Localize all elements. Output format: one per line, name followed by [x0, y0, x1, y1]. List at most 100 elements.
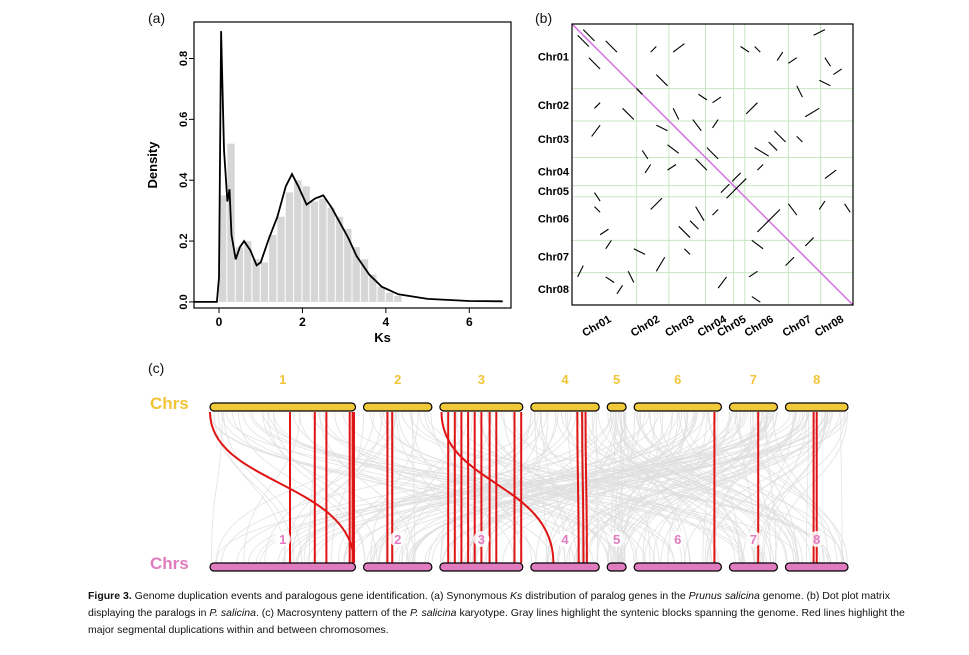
bottom-chromosome-number: 8	[813, 532, 820, 547]
paralog-segment	[813, 29, 826, 36]
row-label-chr03: Chr03	[538, 134, 569, 146]
paralog-segment	[692, 119, 702, 132]
bottom-chromosome-bar	[530, 562, 600, 572]
paralog-segment	[787, 203, 798, 216]
row-label-chr06: Chr06	[538, 214, 569, 226]
row-label-chr02: Chr02	[538, 100, 569, 112]
caption-italic-ks: Ks	[510, 590, 523, 602]
bottom-chromosome-bar	[362, 562, 433, 572]
y-tick-label: 0.4	[178, 172, 190, 188]
row-label-chr01: Chr01	[538, 51, 569, 63]
y-tick-label: 0.6	[178, 112, 190, 127]
paralog-segment	[833, 68, 843, 76]
caption-italic-p2: P. salicina	[410, 607, 457, 619]
paralog-segment	[582, 29, 595, 42]
bottom-chromosome-bar	[439, 562, 524, 572]
paralog-segment	[844, 203, 851, 213]
syntenic-link	[290, 411, 397, 564]
syntenic-link	[503, 411, 578, 564]
top-row-label: Chrs	[150, 394, 189, 413]
histogram-bar	[310, 201, 319, 302]
row-label-chr08: Chr08	[538, 284, 569, 296]
paralog-segment	[804, 237, 815, 247]
paralog-segment	[655, 74, 668, 87]
caption-text-2: distribution of paralog genes in the	[522, 590, 689, 602]
syntenic-link	[395, 411, 460, 564]
syntenic-link	[314, 411, 774, 564]
syntenic-link	[623, 411, 651, 564]
top-chromosome-number: 1	[279, 372, 286, 387]
figure-caption: Figure 3. Genome duplication events and …	[88, 588, 928, 639]
paralog-segment	[824, 169, 837, 179]
syntenic-link	[560, 411, 821, 564]
bottom-chromosome-number: 5	[613, 532, 620, 547]
syntenic-link	[397, 411, 533, 564]
top-chromosome-bar	[209, 402, 357, 412]
top-chromosome-bar	[530, 402, 600, 412]
syntenic-link	[610, 411, 795, 564]
paralog-segment-mirror	[594, 192, 601, 202]
paralog-segment-mirror	[754, 147, 769, 157]
histogram-bar	[219, 195, 227, 302]
segmental-duplication-link	[576, 411, 580, 564]
paralog-segment-mirror	[818, 200, 826, 210]
bottom-chromosome-bar	[209, 562, 357, 572]
paralog-segment	[627, 271, 635, 283]
paralog-segment	[650, 46, 657, 53]
syntenic-link	[242, 411, 619, 564]
segmental-duplication-link	[209, 411, 355, 564]
bottom-chromosome-bar	[633, 562, 723, 572]
x-tick-label: 0	[216, 315, 223, 329]
syntenic-link	[736, 411, 844, 564]
histogram-bar	[377, 286, 385, 302]
paralog-segment	[706, 147, 719, 160]
syntenic-link	[342, 411, 767, 564]
histogram-bar	[327, 207, 335, 302]
paralog-segment	[796, 85, 803, 98]
syntenic-link	[401, 411, 678, 564]
self-diagonal	[571, 23, 854, 306]
panel-label-c: (c)	[148, 360, 165, 376]
paralog-segment-mirror	[768, 209, 781, 222]
macrosynteny-plot: 1 1 2 2 3 3 4 4 5 5 6 6 7 7 8 8 Chrs Chrs	[150, 372, 849, 573]
paralog-segment-mirror	[689, 220, 699, 230]
panel-label-b: (b)	[535, 10, 553, 26]
syntenic-link	[555, 411, 756, 564]
paralog-segment-mirror	[633, 248, 646, 255]
y-tick-label: 0.2	[178, 233, 190, 248]
paralog-segment	[757, 220, 770, 233]
caption-italic-p1: P. salicina	[209, 607, 256, 619]
ks-density-plot: 0 2 4 6 0.0 0.2 0.4 0.6 0.8 Ks Density	[145, 21, 512, 345]
syntenic-link	[618, 411, 771, 564]
bottom-chromosome-number: 2	[394, 532, 401, 547]
syntenic-link	[371, 411, 612, 564]
histogram-bar	[277, 216, 285, 302]
top-chromosome-number: 8	[813, 372, 820, 387]
syntenic-link	[707, 411, 829, 564]
caption-italic-species: Prunus salicina	[688, 590, 760, 602]
syntenic-link	[216, 411, 392, 564]
syntenic-link	[635, 411, 843, 564]
top-chromosome-number: 5	[613, 372, 620, 387]
top-chromosome-bar	[633, 402, 723, 412]
paralog-segment	[768, 141, 778, 151]
bottom-chromosome-number: 4	[561, 532, 569, 547]
syntenic-link	[621, 411, 823, 564]
syntenic-link	[648, 411, 800, 564]
bottom-number-backdrop	[557, 531, 574, 547]
column-label-chr06: Chr06	[743, 313, 776, 339]
top-chromosome-number: 7	[750, 372, 757, 387]
paralog-segment-mirror	[577, 34, 590, 47]
paralog-segment	[655, 256, 666, 272]
syntenic-link	[210, 411, 223, 564]
syntenic-link	[440, 411, 473, 564]
syntenic-link	[478, 411, 635, 564]
top-chromosome-number: 6	[674, 372, 681, 387]
syntenic-link	[702, 411, 718, 564]
syntenic-link	[236, 411, 650, 564]
syntenic-link	[225, 411, 742, 564]
histogram-bar	[360, 259, 369, 302]
histogram-bar	[335, 216, 344, 302]
syntenic-link	[427, 411, 646, 564]
bottom-row-label: Chrs	[150, 554, 189, 573]
